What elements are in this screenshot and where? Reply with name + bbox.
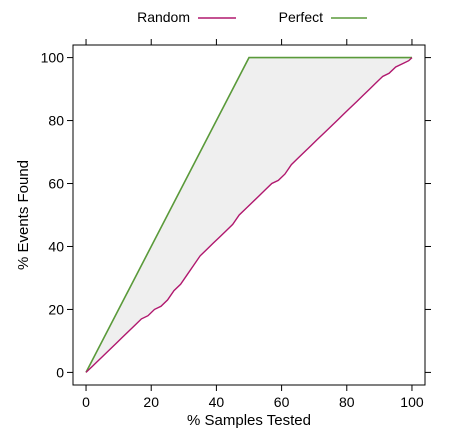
legend-label-perfect: Perfect [279,9,323,25]
y-axis-label: % Events Found [15,160,32,270]
legend: Random Perfect [137,9,367,25]
x-axis-ticks: 0 20 40 60 80 100 [82,39,424,410]
y-tick-label-100: 100 [41,50,65,66]
x-tick-label-40: 40 [209,394,225,410]
x-axis-label: % Samples Tested [187,412,311,429]
y-tick-label-60: 60 [48,176,64,192]
y-tick-label-20: 20 [48,301,64,317]
gain-shaded-region [86,57,412,373]
y-axis-ticks: 0 20 40 60 80 100 [41,50,431,380]
y-tick-label-0: 0 [56,364,64,380]
x-tick-label-100: 100 [400,394,424,410]
series-line-perfect [85,56,412,373]
x-tick-label-80: 80 [339,394,355,410]
legend-label-random: Random [137,9,190,25]
y-tick-label-40: 40 [48,238,64,254]
x-tick-label-20: 20 [143,394,159,410]
series-line-random [85,57,413,373]
x-tick-label-60: 60 [274,394,290,410]
y-tick-label-80: 80 [48,113,64,129]
plot-frame [72,44,426,386]
x-tick-label-0: 0 [82,394,90,410]
